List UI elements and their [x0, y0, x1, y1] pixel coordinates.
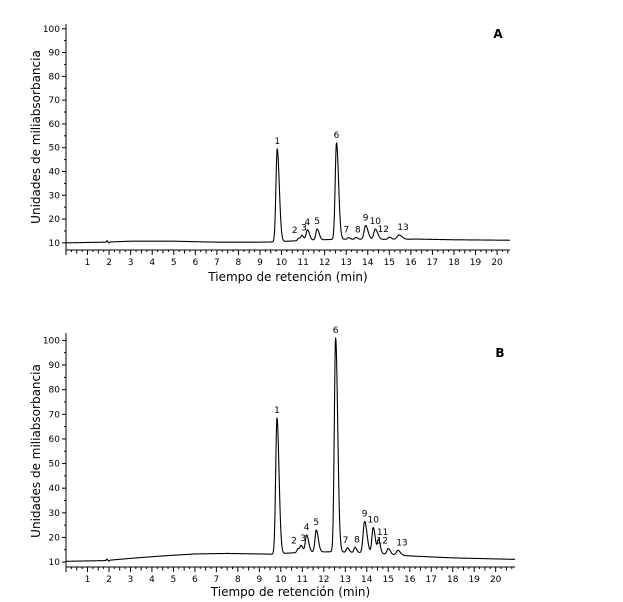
- panel-b-x-tick-label: 20: [490, 575, 502, 585]
- panel-b-peak-label: 8: [354, 535, 360, 545]
- panel-b-peak-label: 9: [362, 509, 368, 519]
- panel-b-y-tick-label: 60: [49, 435, 61, 445]
- panel-b-y-tick-label: 10: [49, 558, 61, 568]
- panel-b-y-tick-label: 20: [49, 533, 61, 543]
- panel-a-y-tick-label: 60: [49, 120, 61, 130]
- panel-b-y-tick-label: 80: [49, 386, 61, 396]
- panel-a-peak-label: 10: [370, 217, 382, 227]
- panel-b-y-tick-label: 30: [49, 509, 61, 519]
- panel-a-x-tick-label: 18: [448, 258, 460, 268]
- panel-b-x-tick-label: 11: [297, 575, 308, 585]
- panel-a-x-tick-label: 9: [257, 258, 263, 268]
- panel-a-peak-label: 6: [334, 131, 340, 141]
- panel-a-peak-label: 3: [301, 224, 307, 234]
- panel-a-x-tick-label: 7: [214, 258, 220, 268]
- panel-a-peak-label: 13: [397, 223, 408, 233]
- panel-b-peak-label: 7: [343, 536, 349, 546]
- panel-a-x-tick-label: 14: [362, 258, 374, 268]
- panel-b-peak-label: 4: [304, 523, 310, 533]
- panel-a-y-tick-label: 40: [49, 167, 61, 177]
- panel-b-peak-label: 11: [377, 528, 388, 538]
- panel-b-y-tick-label: 50: [49, 460, 61, 470]
- panel-b-x-tick-label: 8: [235, 575, 241, 585]
- panel-a-y-tick-label: 80: [49, 72, 61, 82]
- panel-a-x-axis-title: Tiempo de retención (min): [207, 270, 367, 284]
- panel-b-x-tick-label: 18: [447, 575, 459, 585]
- panel-b-x-tick-label: 5: [171, 575, 177, 585]
- panel-a-peak-label: 8: [355, 225, 361, 235]
- panel-a-peak-label: 12: [378, 225, 389, 235]
- panel-b-peak-label: 12: [377, 537, 388, 547]
- panel-a-x-tick-label: 15: [384, 258, 395, 268]
- panel-b-x-tick-label: 4: [149, 575, 155, 585]
- panel-b-y-tick-label: 40: [49, 484, 61, 494]
- panel-b-x-tick-label: 6: [192, 575, 198, 585]
- panel-b-x-tick-label: 17: [425, 575, 436, 585]
- panel-b-x-tick-label: 2: [106, 575, 112, 585]
- panel-a-y-tick-label: 70: [49, 96, 61, 106]
- panel-a-peak-label: 7: [343, 226, 349, 236]
- panel-a-x-tick-label: 19: [470, 258, 482, 268]
- panel-b-x-tick-label: 14: [361, 575, 373, 585]
- panel-a-y-axis-title: Unidades de miliabsorbancia: [29, 50, 43, 224]
- panel-b-x-tick-label: 15: [383, 575, 394, 585]
- panel-b-x-axis-title: Tiempo de retención (min): [210, 585, 370, 599]
- panel-a-x-tick-label: 16: [405, 258, 417, 268]
- panel-a-y-tick-label: 90: [49, 49, 61, 59]
- panel-b-x-tick-label: 3: [128, 575, 134, 585]
- panel-b-x-tick-label: 16: [404, 575, 416, 585]
- panel-a-peak-label: 2: [292, 226, 298, 236]
- panel-b-chromatogram-trace: [65, 337, 516, 562]
- panel-b-peak-label: 3: [300, 534, 306, 544]
- panel-b-y-tick-label: 90: [49, 361, 61, 371]
- panel-b-peak-label: 2: [291, 537, 297, 547]
- panel-b-peak-label: 5: [313, 518, 319, 528]
- panel-a-peak-label: 1: [274, 137, 280, 147]
- panel-b-peak-label: 1: [274, 406, 280, 416]
- panel-a-x-tick-label: 17: [427, 258, 438, 268]
- panel-a-y-tick-label: 10: [49, 239, 61, 249]
- panel-b-y-tick-label: 100: [43, 336, 60, 346]
- panel-b-peak-label: 6: [333, 326, 339, 336]
- panel-a-x-tick-label: 10: [276, 258, 288, 268]
- panel-a-x-tick-label: 5: [171, 258, 177, 268]
- panel-b-x-tick-label: 10: [275, 575, 287, 585]
- panel-b-x-tick-label: 1: [85, 575, 91, 585]
- panel-b-x-tick-label: 7: [214, 575, 220, 585]
- panel-a-x-tick-label: 12: [319, 258, 330, 268]
- panel-a-x-tick-label: 2: [106, 258, 112, 268]
- panel-a-y-tick-label: 20: [49, 215, 61, 225]
- panel-a-x-tick-label: 3: [128, 258, 134, 268]
- panel-a-x-tick-label: 20: [491, 258, 503, 268]
- panel-b-x-tick-label: 19: [468, 575, 480, 585]
- panel-a-chromatogram-trace: [65, 142, 511, 244]
- panel-a-label: A: [493, 27, 503, 41]
- panel-b-y-axis-title: Unidades de miliabsorbancia: [29, 364, 43, 538]
- panel-a-x-tick-label: 8: [236, 258, 242, 268]
- panel-b-label: B: [495, 346, 504, 360]
- panel-a-y-tick-label: 100: [43, 25, 60, 35]
- panel-b-peak-label: 10: [367, 516, 379, 526]
- panel-b-peak-label: 13: [396, 538, 407, 548]
- panel-a-x-tick-label: 6: [192, 258, 198, 268]
- panel-a-peak-label: 4: [305, 218, 311, 228]
- panel-a-y-tick-label: 30: [49, 191, 61, 201]
- panel-b-x-tick-label: 9: [256, 575, 262, 585]
- panel-a-x-tick-label: 1: [85, 258, 91, 268]
- panel-a-peak-label: 9: [363, 213, 369, 223]
- panel-a-y-tick-label: 50: [49, 144, 61, 154]
- panel-b-x-tick-label: 13: [340, 575, 351, 585]
- panel-a-peak-label: 5: [314, 217, 320, 227]
- panel-a-x-tick-label: 11: [297, 258, 308, 268]
- panel-b-x-tick-label: 12: [318, 575, 329, 585]
- panel-a-x-tick-label: 4: [149, 258, 155, 268]
- panel-a-x-tick-label: 13: [340, 258, 351, 268]
- panel-b-y-tick-label: 70: [49, 410, 61, 420]
